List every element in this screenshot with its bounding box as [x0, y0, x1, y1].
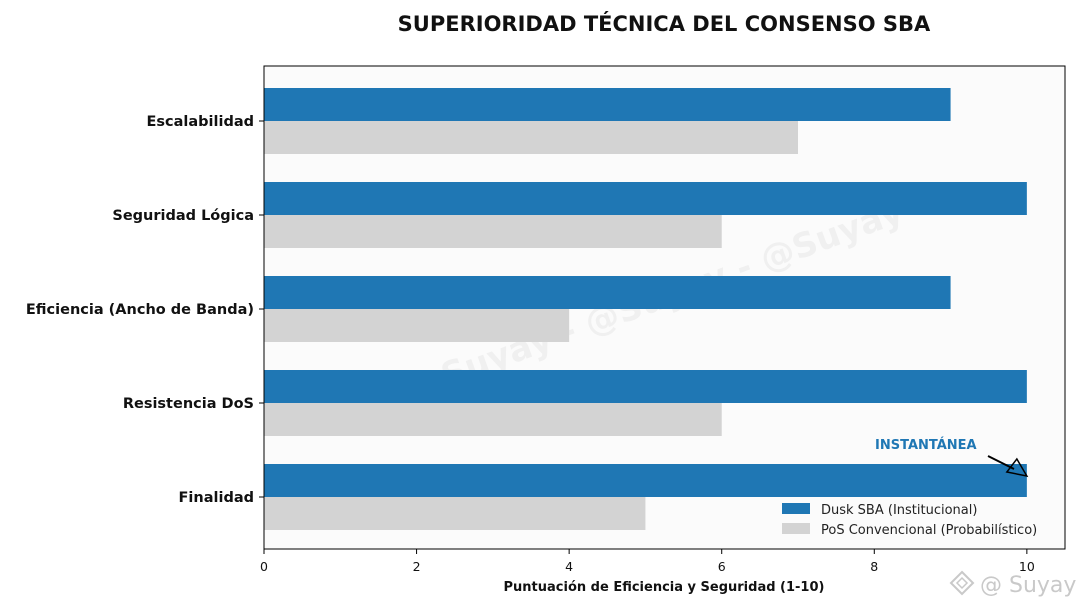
legend-label-dusk: Dusk SBA (Institucional) [821, 503, 977, 518]
y-tick-label-seguridad-logica: Seguridad Lógica [112, 208, 254, 224]
bar-dusk-resistencia-dos [264, 370, 1027, 403]
plot-frame [263, 65, 1066, 550]
corner-watermark: @ Suyay [949, 570, 1076, 598]
corner-watermark-text: @ Suyay [980, 573, 1076, 598]
y-tick-label-eficiencia-ancho-de-banda: Eficiencia (Ancho de Banda) [26, 302, 254, 318]
legend-swatch-pos [782, 523, 810, 534]
bar-dusk-eficiencia-ancho-de-banda [264, 276, 951, 309]
diamond-logo-icon [949, 570, 975, 596]
bar-dusk-escalabilidad [264, 88, 951, 121]
x-tick-label-0: 0 [260, 559, 268, 574]
bar-pos-resistencia-dos [264, 403, 722, 436]
x-tick-label-2: 2 [413, 559, 421, 574]
legend: Dusk SBA (Institucional) PoS Convenciona… [782, 503, 1037, 538]
chart-title: SUPERIORIDAD TÉCNICA DEL CONSENSO SBA [398, 11, 931, 36]
y-axis: Escalabilidad Seguridad Lógica Eficiencia … [26, 114, 264, 506]
bar-pos-eficiencia-ancho-de-banda [264, 309, 570, 342]
y-tick-label-escalabilidad: Escalabilidad [146, 114, 254, 130]
bar-pos-finalidad [264, 497, 646, 530]
annotation-arrow-line [987, 455, 1015, 470]
annotation: INSTANTÁNEA [875, 437, 1029, 478]
y-tick-label-resistencia-dos: Resistencia DoS [123, 396, 254, 412]
annotation-label: INSTANTÁNEA [875, 437, 977, 453]
bars-group [264, 88, 1027, 530]
x-axis-label: Puntuación de Eficiencia y Seguridad (1-… [504, 580, 825, 595]
bar-dusk-seguridad-logica [264, 182, 1027, 215]
bar-pos-seguridad-logica [264, 215, 722, 248]
x-axis: 0 2 4 6 8 10 [260, 549, 1035, 574]
x-tick-label-10: 10 [1019, 559, 1035, 574]
legend-swatch-dusk [782, 503, 810, 514]
x-tick-label-6: 6 [718, 559, 726, 574]
x-tick-label-4: 4 [565, 559, 573, 574]
bar-pos-escalabilidad [264, 121, 798, 154]
y-tick-label-finalidad: Finalidad [179, 490, 254, 506]
annotation-arrow-head [1005, 457, 1029, 478]
x-tick-label-8: 8 [870, 559, 878, 574]
legend-label-pos: PoS Convencional (Probabilístico) [821, 523, 1037, 538]
bar-dusk-finalidad [264, 464, 1027, 497]
